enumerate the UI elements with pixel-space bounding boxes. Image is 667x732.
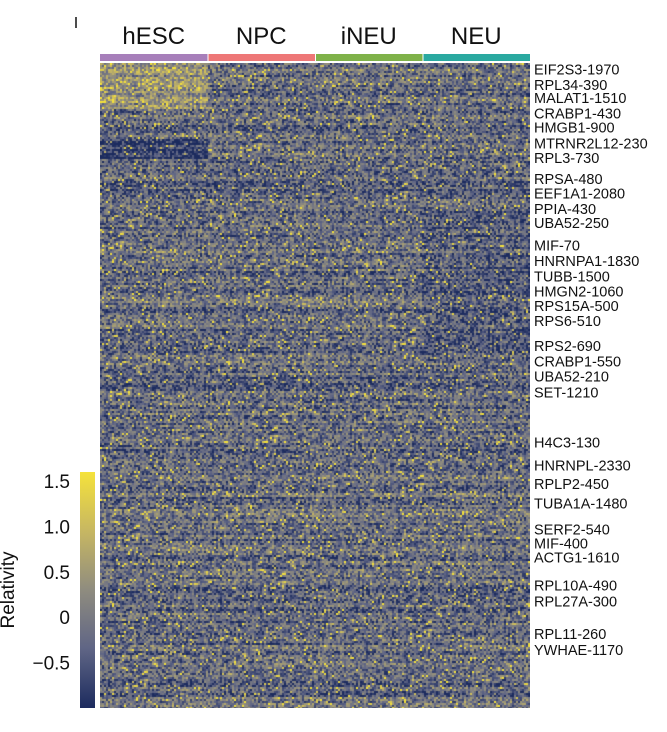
row-label: HNRNPL-2330 [534,458,631,474]
row-label: CRABP1-550 [534,355,621,371]
group-label-npc: NPC [236,23,287,50]
row-label: HMGB1-900 [534,121,615,137]
colorbar-ticks: 1.5 1.0 0.5 0 −0.5 [32,472,70,675]
row-label: SET-1210 [534,386,599,402]
row-label: UBA52-250 [534,216,609,232]
row-label: UBA52-210 [534,369,609,385]
group-bar-neu [423,54,530,61]
row-label: EIF2S3-1970 [534,62,619,78]
colorbar-tick-label: 1.0 [44,517,70,538]
colorbar-tick-label: 1.5 [44,472,70,493]
row-label: RPL34-390 [534,78,607,94]
column-group-bar: hESC NPC iNEU NEU [100,23,530,61]
row-label: RPS15A-500 [534,299,619,315]
group-label-ineu: iNEU [341,23,397,50]
colorbar-tick-label: 0 [59,608,70,629]
row-label: RPL10A-490 [534,578,617,594]
row-label: CRABP1-430 [534,106,621,122]
heatmap-canvas-holder [100,63,530,708]
group-bar-hesc [100,54,208,61]
row-label: PPIA-430 [534,202,596,218]
row-label: RPL3-730 [534,151,599,167]
group-bar-ineu [316,54,423,61]
row-labels: EIF2S3-1970RPL34-390MALAT1-1510CRABP1-43… [534,62,648,659]
row-label: RPL27A-300 [534,595,617,611]
colorbar [80,472,95,708]
row-label: TUBB-1500 [534,269,610,285]
group-label-neu: NEU [451,23,502,50]
row-label: RPSA-480 [534,172,603,188]
row-label: HNRNPA1-1830 [534,254,639,270]
row-label: H4C3-130 [534,435,600,451]
colorbar-title: Relativity [0,551,19,629]
group-bar-npc [208,54,315,61]
row-label: RPS2-690 [534,339,601,355]
row-label: RPLP2-450 [534,477,609,493]
row-label: HMGN2-1060 [534,284,623,300]
row-label: MIF-70 [534,239,580,255]
row-label: MTRNR2L12-230 [534,137,648,153]
row-label: MALAT1-1510 [534,91,626,107]
row-label: YWHAE-1170 [534,643,623,659]
row-label: ACTG1-1610 [534,551,619,567]
row-label: SERF2-540 [534,522,610,538]
row-label: MIF-400 [534,537,588,553]
row-label: RPL11-260 [534,627,606,643]
row-label: RPS6-510 [534,314,601,330]
heatmap-cells [100,63,530,708]
colorbar-tick-label: 0.5 [44,563,70,584]
row-label: EEF1A1-2080 [534,186,625,202]
row-label: TUBA1A-1480 [534,497,628,513]
colorbar-tick-label: −0.5 [32,654,70,675]
group-label-hesc: hESC [122,23,185,50]
